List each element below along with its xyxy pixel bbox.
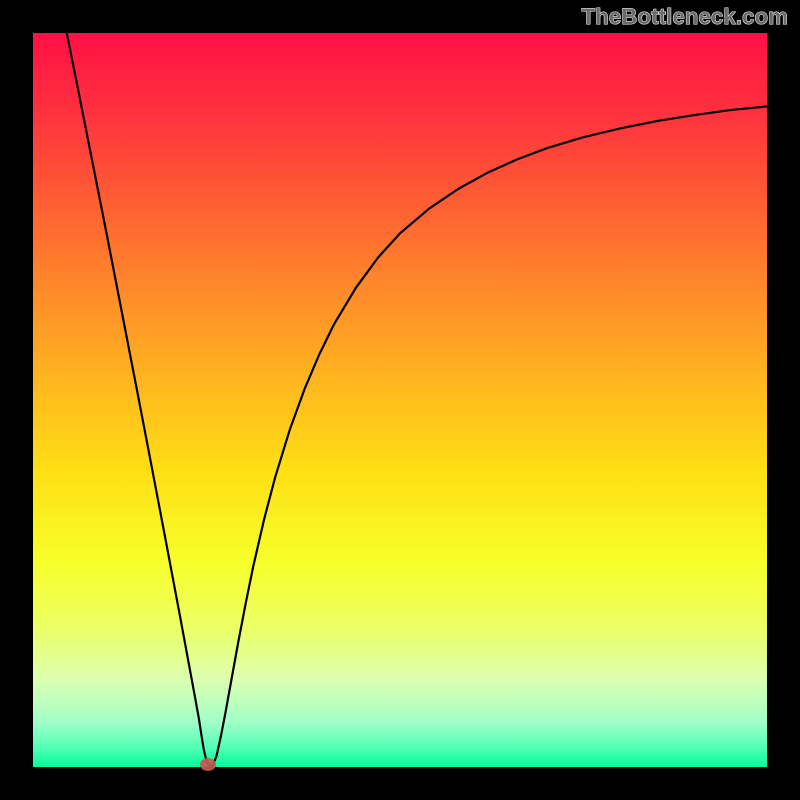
- plot-area: [33, 33, 767, 767]
- watermark-text: TheBottleneck.com: [582, 4, 788, 30]
- curve-layer: [33, 33, 767, 767]
- bottleneck-curve: [67, 33, 767, 767]
- optimum-point-marker: [200, 758, 216, 771]
- chart-frame: TheBottleneck.com: [0, 0, 800, 800]
